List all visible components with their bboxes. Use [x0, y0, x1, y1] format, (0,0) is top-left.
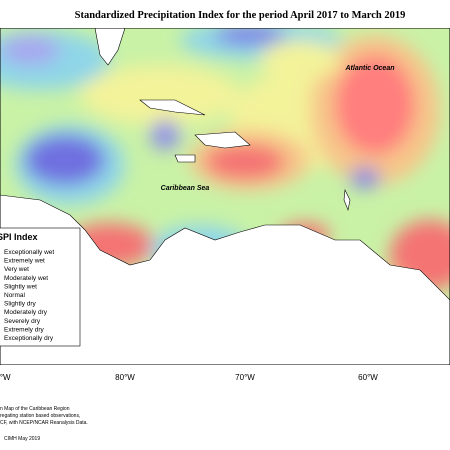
lon-label: 70°W: [235, 373, 255, 382]
legend-entry: Normal: [4, 292, 26, 299]
footer-line: n Map of the Caribbean Region: [0, 406, 70, 412]
legend-entry: Exceptionally wet: [4, 249, 54, 256]
title: Standardized Precipitation Index for the…: [75, 10, 406, 21]
lon-label: 60°W: [358, 373, 378, 382]
footer-line: CF, with NCEP/NCAR Reanalysis Data.: [0, 420, 88, 426]
legend-entry: Exceptionally dry: [4, 335, 54, 342]
legend-entry: Extremely dry: [4, 326, 44, 333]
footer-line: regating station based observations,: [0, 413, 80, 419]
legend-title: SPI Index: [0, 232, 38, 242]
legend-entry: Severely dry: [4, 318, 41, 325]
legend-entry: Extremely wet: [4, 258, 45, 265]
legend-entry: Moderately dry: [4, 309, 48, 316]
legend-entry: Moderately wet: [4, 275, 48, 282]
land: [0, 28, 450, 365]
sea-label: Caribbean Sea: [161, 185, 210, 192]
spi-field: [0, 28, 450, 365]
footer-line: CIMH May 2019: [4, 436, 40, 442]
legend-entry: Slightly wet: [4, 283, 37, 290]
ocean-label: Atlantic Ocean: [344, 65, 394, 72]
legend-entry: Slightly dry: [4, 301, 37, 308]
legend: SPI Index: [0, 227, 81, 347]
legend-entry: Very wet: [4, 266, 29, 273]
lon-label: 0°W: [0, 373, 11, 382]
lon-label: 80°W: [115, 373, 135, 382]
